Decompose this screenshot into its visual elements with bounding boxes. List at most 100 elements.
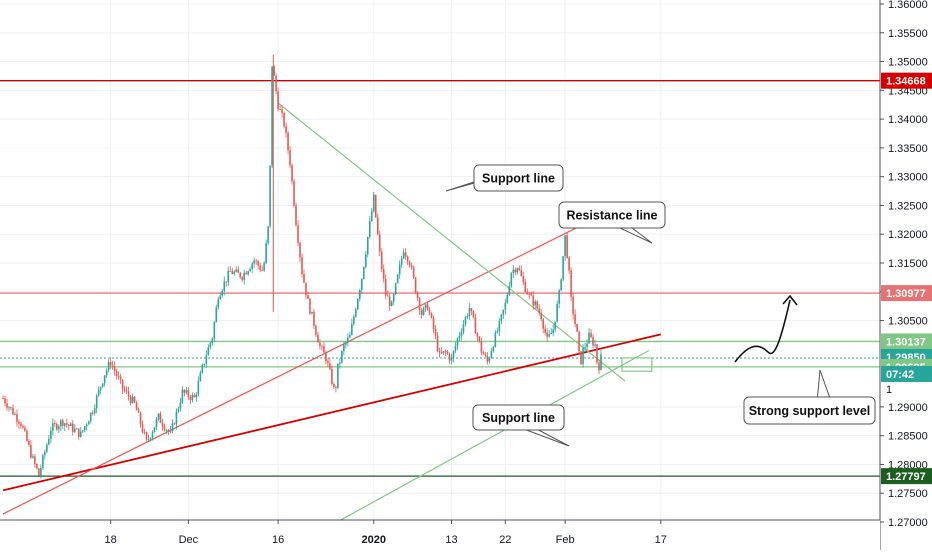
candle-body [285,126,287,133]
candle-body [131,396,134,403]
callout-box [472,404,565,431]
candle-body [87,421,90,425]
candle-body [28,440,30,446]
candle-body [484,354,487,356]
candle-body [283,113,285,127]
candle-body [500,314,503,321]
candle-body [398,264,401,275]
callout-box [558,201,666,229]
candle-body [225,281,228,283]
candle-body [203,363,206,366]
candle-body [339,362,341,364]
candle-body [261,270,263,271]
candle-body [349,334,351,338]
candle-body [221,290,224,296]
candle-body [201,365,204,373]
price-badge-1.30137: 1.30137 [881,333,932,350]
candle-body [269,165,271,227]
annotation-callout[interactable]: Strong support level [743,369,876,425]
candle-body [472,311,475,318]
candle-body [546,332,548,337]
price-tick-label: 1.27000 [888,517,928,529]
candle-body [249,268,251,272]
candle-body [253,260,255,264]
candle-body [506,294,509,303]
candle-body [566,235,568,258]
candle-body [315,325,317,335]
candle-body [40,467,42,476]
candle-body [193,395,196,398]
candle-body [526,291,529,295]
candle-body [42,455,44,468]
horizontal-levels [0,80,880,477]
projection-arrow[interactable] [734,299,791,363]
candle-body [468,308,471,317]
candle-body [552,329,554,333]
candle-body [6,403,8,408]
annotation-callout[interactable]: Support line [472,404,570,447]
annotation-callout[interactable]: Resistance line [558,201,666,244]
candle-body [412,267,415,278]
candle-body [444,351,447,353]
callout-pointer [619,227,653,244]
candle-body [494,332,497,347]
price-tick-label: 1.28500 [888,431,928,443]
candle-body [568,257,570,271]
candle-body [394,283,397,294]
candle-body [590,332,592,338]
candle-body [289,150,291,166]
annotation-callout[interactable]: Support line [445,164,564,192]
candle-body [396,274,399,284]
light-red-line[interactable] [2,221,590,515]
candle-body [470,308,473,312]
badge-label: 1.30137 [886,336,926,348]
candle-body [97,389,100,396]
candle-body [62,420,64,426]
candle-body [594,344,596,346]
candle-body [476,333,479,337]
candle-body [209,342,212,348]
candle-body [382,269,385,279]
candle-body [195,394,198,398]
candle-body [554,321,556,330]
candle-body [317,334,319,343]
target-zone-box[interactable] [621,357,653,372]
candle-body [287,132,289,151]
candle-body [121,379,124,390]
candle-body [576,324,578,332]
arrow-head-icon [782,294,798,306]
candle-body [370,211,373,222]
candle-body [293,181,295,206]
candle-body [414,277,417,293]
candle-body [297,225,299,243]
price-axis-bg [880,0,932,550]
price-tick-label: 1.35000 [888,57,928,69]
candle-body [115,371,118,377]
candle-body [123,389,126,391]
candle-body [402,252,405,259]
candle-body [133,396,136,403]
candle-body [199,372,202,382]
candle-body [408,262,411,266]
price-badge-1.30977: 1.30977 [881,285,932,302]
price-badge-1.27797: 1.27797 [881,468,932,485]
candle-body [81,430,84,432]
red-support-line[interactable] [2,333,662,492]
green-ascending-line[interactable] [331,349,650,526]
candle-body [536,301,539,309]
candle-body [299,242,301,258]
candle-body [438,350,441,353]
candle-body [466,316,469,318]
candle-body [207,347,210,356]
time-tick-label: Dec [179,534,199,546]
candle-body [434,329,437,336]
candle-body [534,301,537,306]
candle-body [522,276,525,282]
price-tick-label: 1.34000 [888,114,928,126]
badge-label: 1.34668 [886,76,926,88]
candle-body [219,295,222,300]
annotations: Support line Resistance line Support line S… [445,164,876,447]
green-descending-line[interactable] [277,102,626,382]
